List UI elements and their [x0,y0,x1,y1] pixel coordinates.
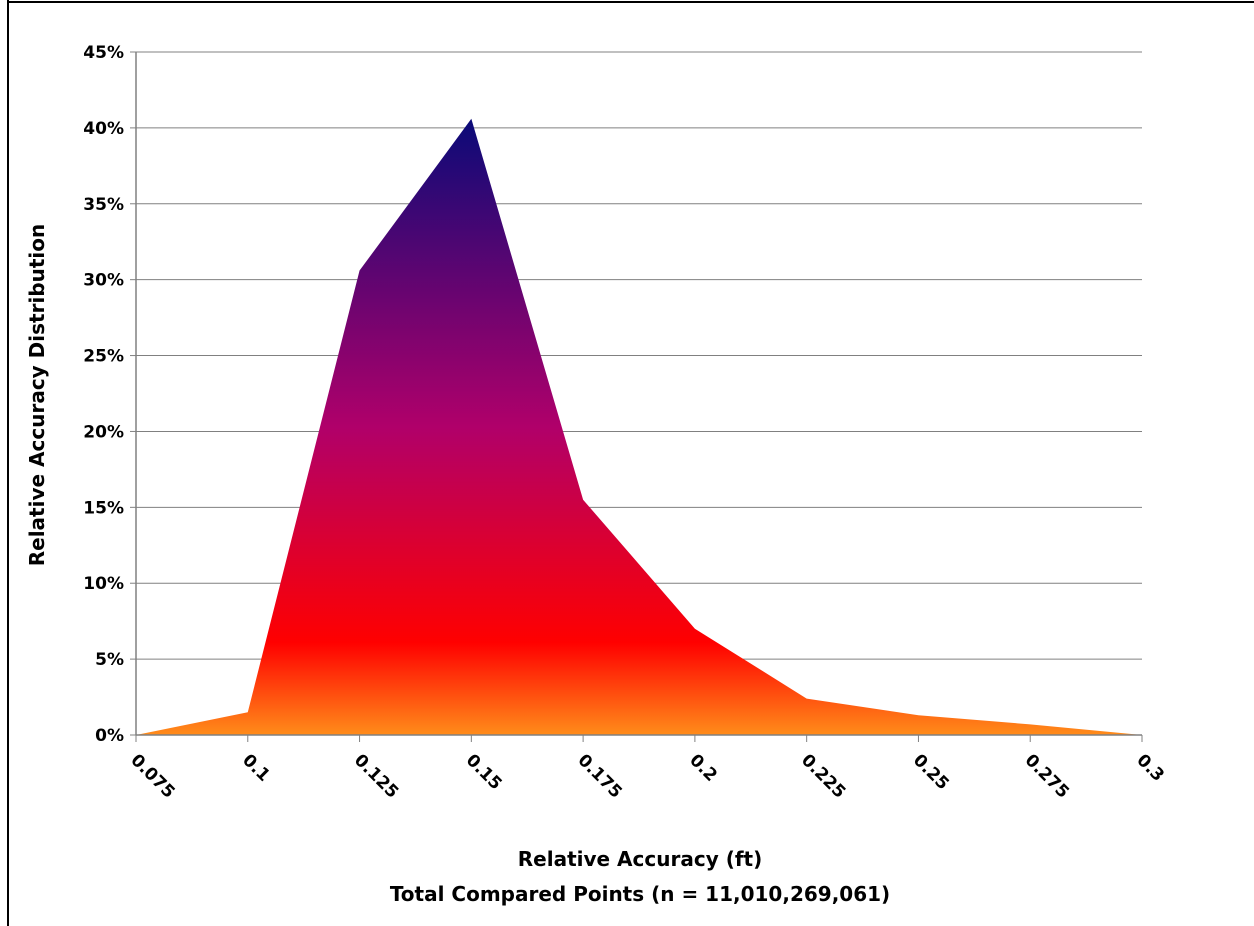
y-tick-label: 20% [83,422,124,442]
y-axis-title: Relative Accuracy Distribution [25,224,49,567]
y-tick-label: 5% [95,650,124,670]
x-tick-label: 0.275 [1021,750,1073,802]
y-tick-label: 10% [83,574,124,594]
x-tick-label: 0.1 [238,750,273,785]
y-tick-label: 40% [83,119,124,139]
y-tick-label: 45% [83,43,124,63]
y-tick-label: 0% [95,726,124,746]
y-tick-label: 25% [83,347,124,367]
x-axis-title: Relative Accuracy (ft) [518,847,762,871]
axes [135,52,1143,742]
x-tick-label: 0.225 [797,750,849,802]
x-axis-subtitle: Total Compared Points (n = 11,010,269,06… [390,882,890,906]
area-fill [136,118,1142,735]
x-tick-label: 0.175 [574,750,626,802]
x-tick-label: 0.25 [909,750,953,794]
y-tick-label: 15% [83,498,124,518]
x-tick-label: 0.3 [1132,750,1167,785]
x-tick-label: 0.075 [126,750,178,802]
y-tick-label: 30% [83,271,124,291]
area-series [136,118,1142,735]
x-tick-labels: 0.075 0.1 0.125 0.15 0.175 0.2 0.225 0.25 0.275 0… [126,750,1167,802]
x-tick-label: 0.2 [685,750,720,785]
y-tick-label: 35% [83,195,124,215]
y-tick-labels: 0% 5% 10% 15% 20% 25% 30% 35% 40% 45% [83,43,124,746]
x-tick-label: 0.15 [462,750,506,794]
x-tick-label: 0.125 [350,750,402,802]
